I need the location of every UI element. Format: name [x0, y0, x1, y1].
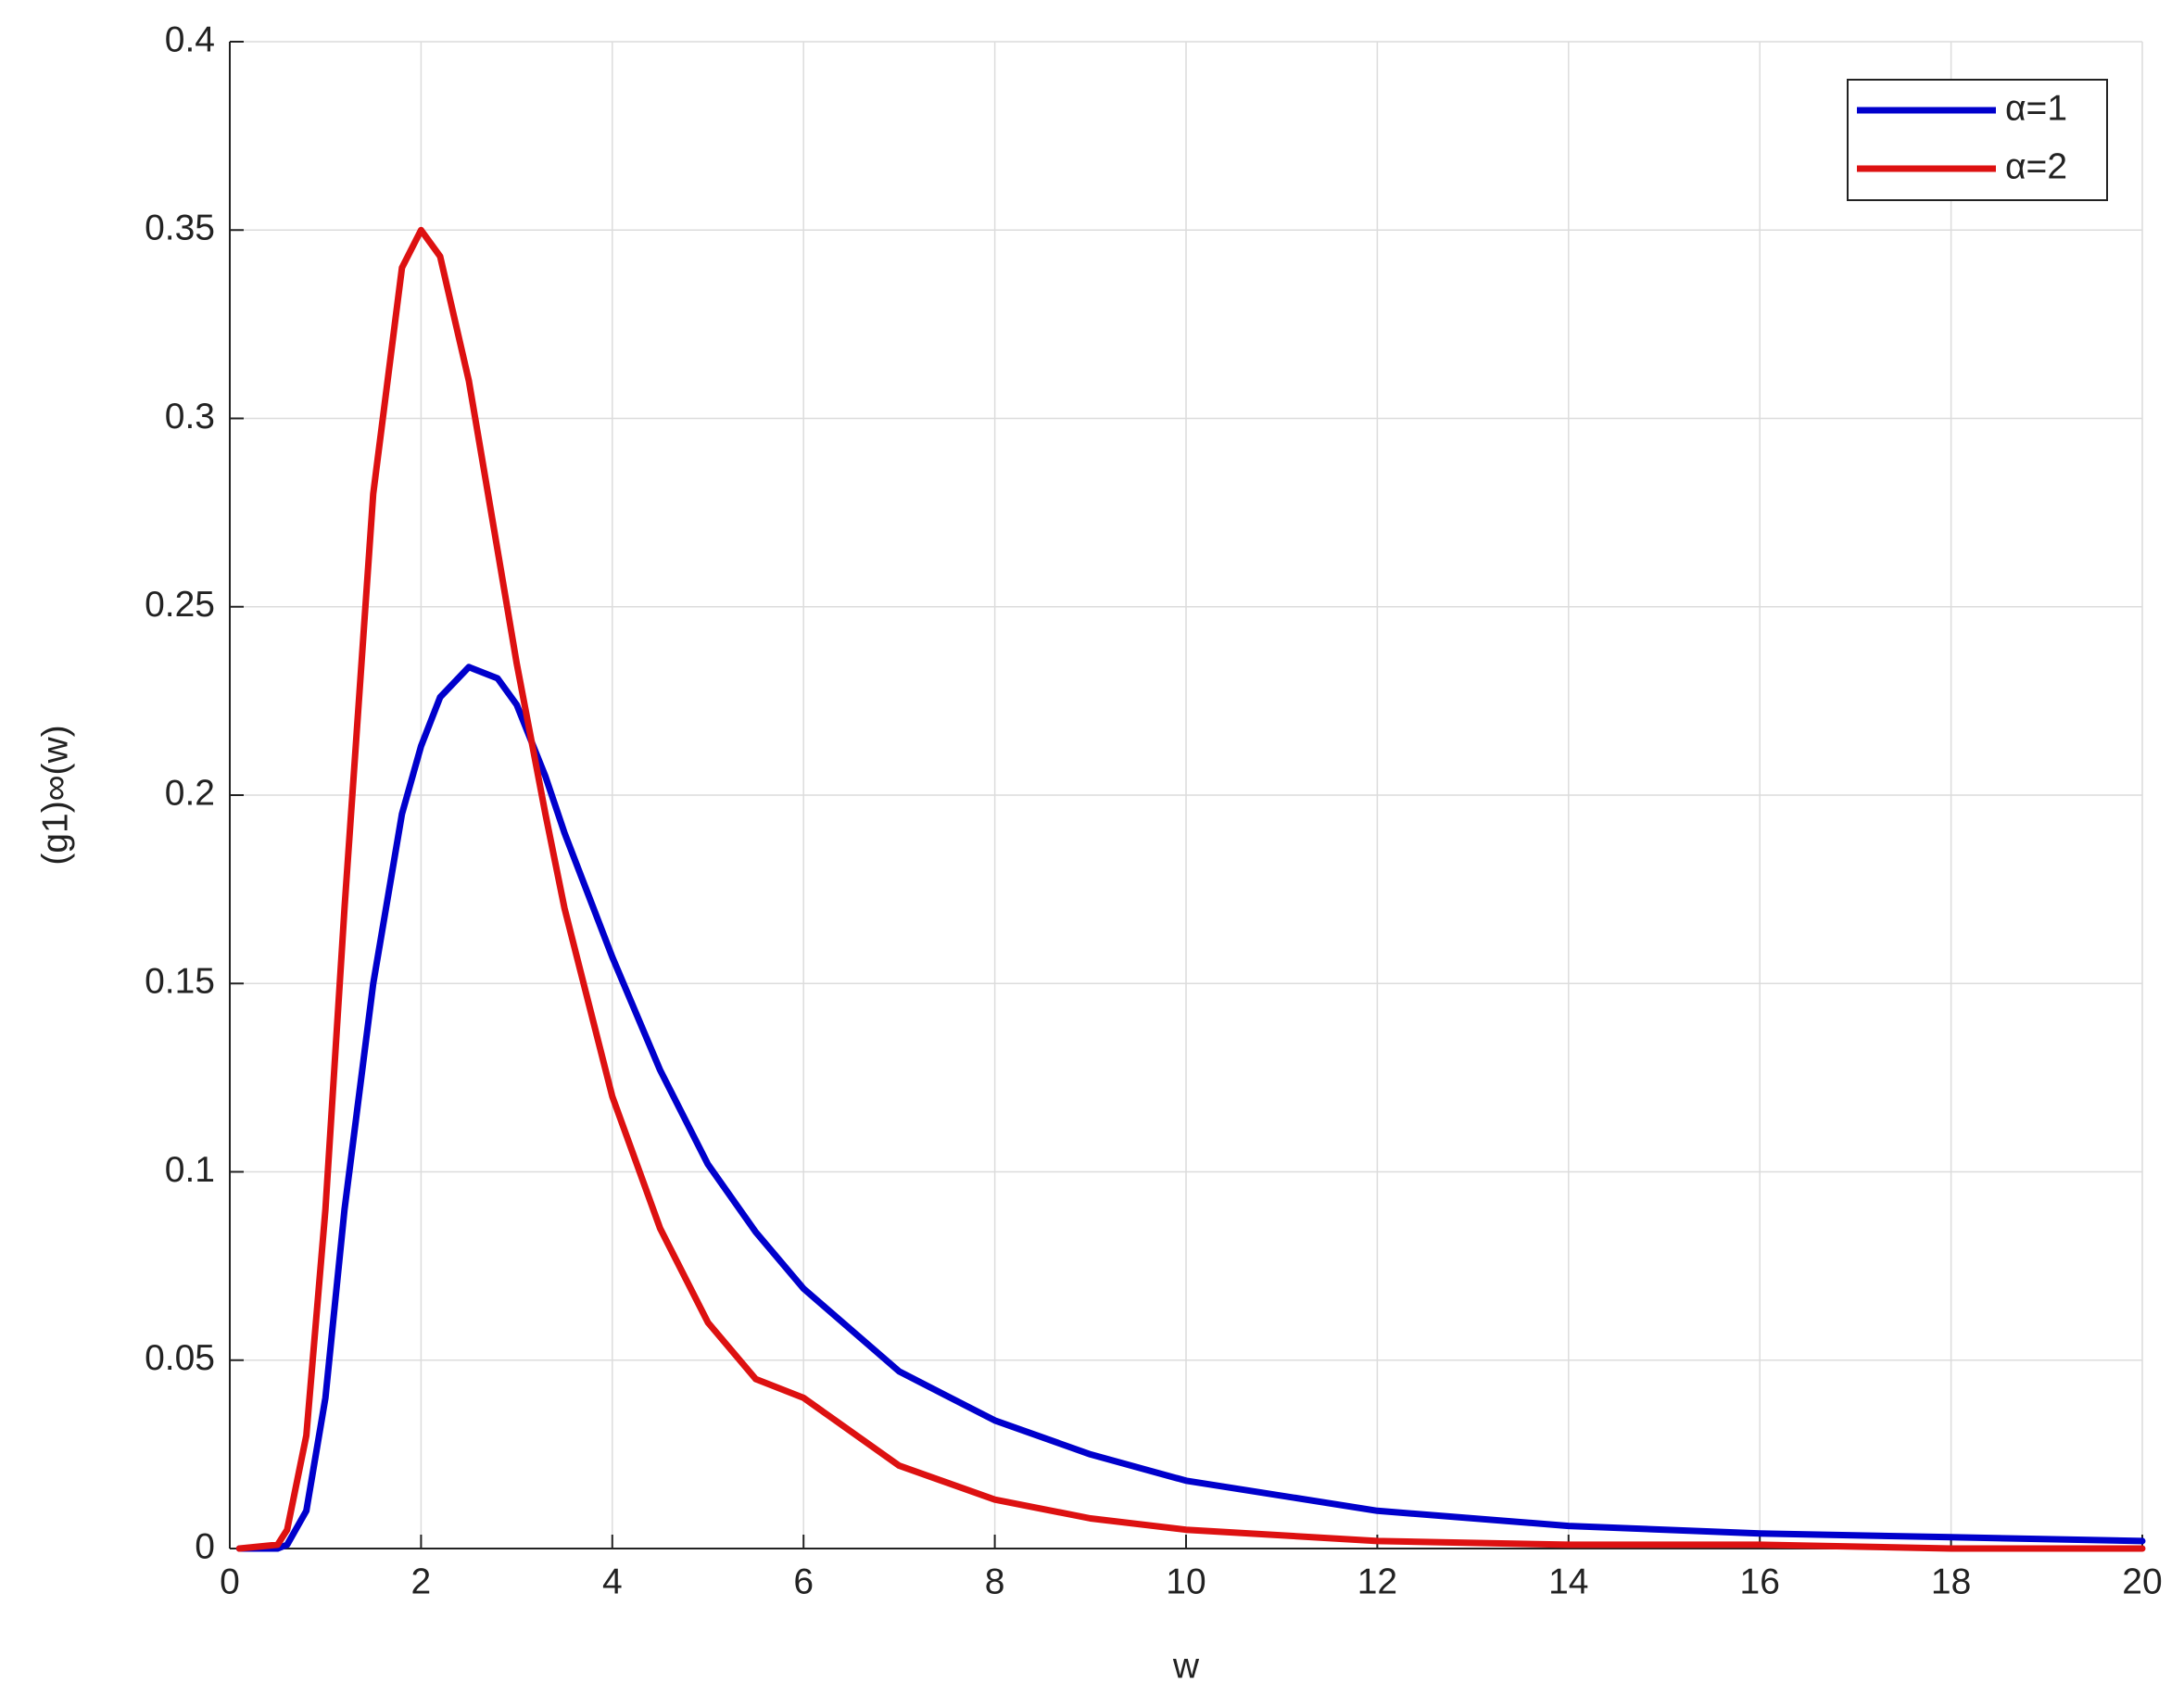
y-axis-label: (g1)∞(w) — [35, 725, 75, 865]
y-tick-label: 0.1 — [165, 1150, 215, 1190]
y-tick-label: 0.3 — [165, 397, 215, 436]
x-axis-label: w — [1172, 1646, 1200, 1686]
x-tick-label: 14 — [1548, 1562, 1588, 1601]
x-tick-label: 16 — [1740, 1562, 1780, 1601]
data-line — [235, 226, 2146, 1552]
legend-label: α=1 — [2005, 88, 2067, 128]
y-tick-label: 0.05 — [145, 1338, 215, 1378]
x-tick-label: 10 — [1166, 1562, 1206, 1601]
x-tick-label: 8 — [985, 1562, 1005, 1601]
y-tick-label: 0.25 — [145, 585, 215, 625]
x-tick-label: 12 — [1357, 1562, 1397, 1601]
y-tick-label: 0.15 — [145, 962, 215, 1002]
x-tick-label: 0 — [220, 1562, 240, 1601]
y-tick-label: 0.35 — [145, 209, 215, 248]
x-tick-label: 4 — [602, 1562, 623, 1601]
y-tick-label: 0.4 — [165, 19, 215, 59]
y-tick-label: 0 — [195, 1526, 215, 1566]
data-line — [235, 664, 2146, 1552]
legend-box — [1847, 79, 2108, 201]
legend-label: α=2 — [2005, 146, 2067, 186]
x-tick-label: 6 — [793, 1562, 814, 1601]
x-tick-label: 18 — [1931, 1562, 1971, 1601]
x-tick-label: 20 — [2122, 1562, 2162, 1601]
x-tick-label: 2 — [411, 1562, 432, 1601]
y-tick-label: 0.2 — [165, 773, 215, 813]
